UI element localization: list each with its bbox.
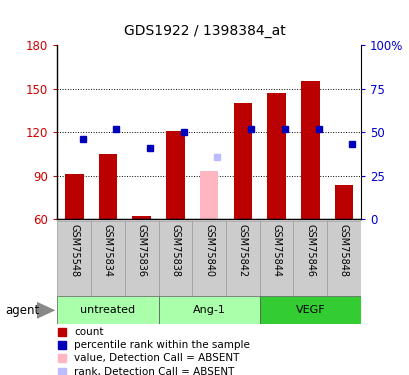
Bar — [158, 296, 259, 324]
Text: GSM75846: GSM75846 — [304, 224, 315, 276]
Polygon shape — [37, 302, 55, 319]
Text: GSM75836: GSM75836 — [136, 224, 146, 276]
Bar — [334, 184, 353, 219]
Bar — [132, 216, 151, 219]
Bar — [192, 221, 225, 296]
Text: agent: agent — [5, 304, 40, 317]
Text: GSM75838: GSM75838 — [170, 224, 180, 276]
Bar — [65, 174, 83, 219]
Bar — [233, 103, 252, 219]
Bar — [326, 221, 360, 296]
Bar — [259, 296, 360, 324]
Bar — [166, 131, 184, 219]
Bar — [158, 221, 192, 296]
Text: percentile rank within the sample: percentile rank within the sample — [74, 340, 249, 350]
Bar — [199, 171, 218, 219]
Text: rank, Detection Call = ABSENT: rank, Detection Call = ABSENT — [74, 367, 234, 375]
Text: Ang-1: Ang-1 — [192, 305, 225, 315]
Text: GSM75548: GSM75548 — [69, 224, 79, 277]
Text: GSM75844: GSM75844 — [271, 224, 281, 276]
Text: GDS1922 / 1398384_at: GDS1922 / 1398384_at — [124, 24, 285, 38]
Bar — [300, 81, 319, 219]
Bar — [293, 221, 326, 296]
Bar — [259, 221, 293, 296]
Text: value, Detection Call = ABSENT: value, Detection Call = ABSENT — [74, 353, 239, 363]
Bar — [91, 221, 124, 296]
Bar — [99, 154, 117, 219]
Text: GSM75842: GSM75842 — [237, 224, 247, 277]
Bar — [267, 93, 285, 219]
Text: GSM75848: GSM75848 — [338, 224, 348, 276]
Text: untreated: untreated — [80, 305, 135, 315]
Text: GSM75834: GSM75834 — [103, 224, 113, 276]
Text: GSM75840: GSM75840 — [204, 224, 213, 276]
Bar — [57, 221, 91, 296]
Text: VEGF: VEGF — [295, 305, 324, 315]
Text: count: count — [74, 327, 103, 337]
Bar — [225, 221, 259, 296]
Bar — [124, 221, 158, 296]
Bar — [57, 296, 158, 324]
